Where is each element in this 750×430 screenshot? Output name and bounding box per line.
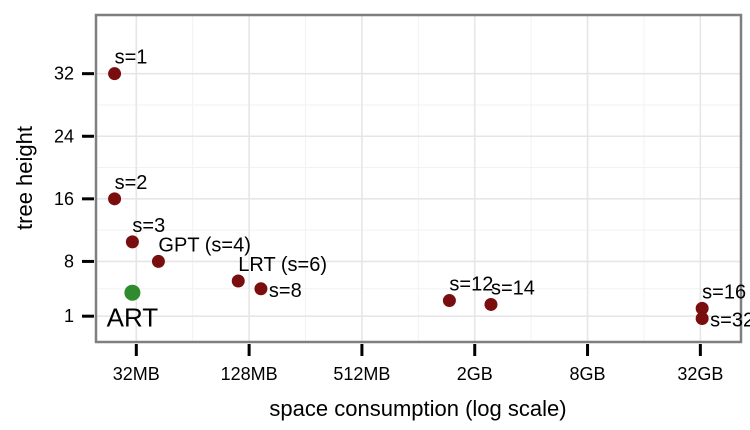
data-point xyxy=(125,235,139,249)
point-label: s=16 xyxy=(702,281,746,303)
data-point xyxy=(695,312,709,326)
x-tick-label: 128MB xyxy=(221,364,278,384)
data-point xyxy=(254,282,268,296)
y-axis-title: tree height xyxy=(12,126,37,230)
plot-border xyxy=(94,13,743,344)
x-axis: 32MB 128MB 512MB 2GB 8GB 32GB xyxy=(113,344,723,384)
y-tick-label: 32 xyxy=(54,64,74,84)
data-point xyxy=(108,67,122,81)
point-label: LRT (s=6) xyxy=(238,254,327,276)
x-tick-label: 8GB xyxy=(570,364,606,384)
major-gridlines xyxy=(96,15,741,342)
point-label: GPT (s=4) xyxy=(158,234,250,256)
y-axis: 1 8 16 24 32 xyxy=(54,64,94,326)
data-point xyxy=(108,192,122,206)
point-label: s=2 xyxy=(115,172,148,194)
y-tick-label: 8 xyxy=(64,251,74,271)
y-tick-label: 1 xyxy=(64,306,74,326)
x-tick-label: 2GB xyxy=(457,364,493,384)
point-label: s=3 xyxy=(132,215,165,237)
data-point xyxy=(124,284,141,301)
x-tick-label: 512MB xyxy=(333,364,390,384)
x-tick-label: 32MB xyxy=(113,364,160,384)
point-label: s=8 xyxy=(269,280,302,302)
point-label: ART xyxy=(107,303,159,333)
point-label: s=12 xyxy=(449,274,493,296)
x-tick-label: 32GB xyxy=(677,364,723,384)
y-tick-label: 24 xyxy=(54,126,74,146)
data-point xyxy=(231,274,245,288)
point-label: s=32 xyxy=(710,310,750,332)
y-tick-label: 16 xyxy=(54,189,74,209)
point-label: s=14 xyxy=(491,277,535,299)
data-point xyxy=(442,294,456,308)
data-points xyxy=(108,67,709,326)
data-point xyxy=(151,254,165,268)
point-label: s=1 xyxy=(115,47,148,69)
data-point xyxy=(695,301,709,315)
x-axis-title: space consumption (log scale) xyxy=(269,396,566,421)
minor-gridlines xyxy=(96,15,741,342)
data-point xyxy=(484,297,498,311)
